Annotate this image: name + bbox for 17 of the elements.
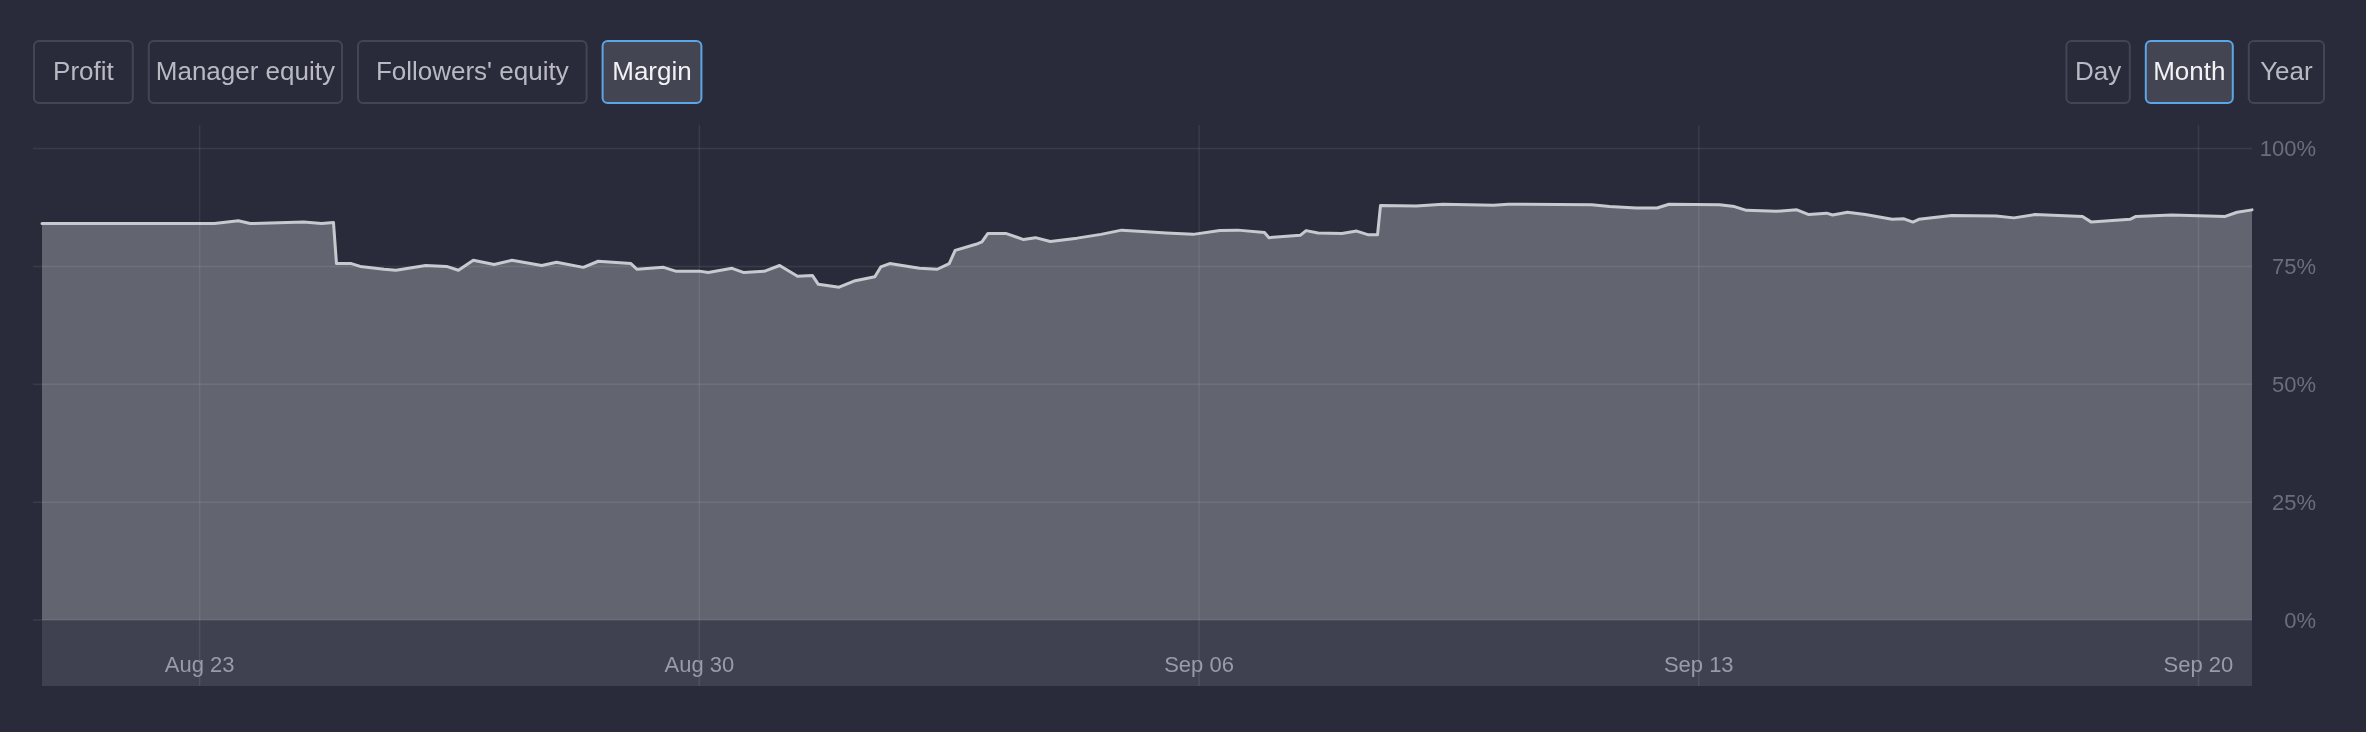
toggle-button: Margin (601, 40, 703, 104)
x-tick-label: Sep 20 (2163, 652, 2234, 677)
x-tick-label: Sep 06 (1164, 652, 1234, 677)
x-tick-label: Sep 13 (1663, 652, 1734, 677)
y-tick-label: 75% (2271, 254, 2316, 280)
y-tick-label: 100% (2259, 136, 2316, 162)
toggle-button: Profit (33, 40, 134, 104)
toggle-button: Month (2144, 40, 2234, 104)
x-tick-label: Aug 30 (664, 652, 735, 677)
x-tick-label: Aug 23 (164, 652, 235, 677)
toggle-button: Followers' equity (357, 40, 588, 104)
y-tick-label: 50% (2271, 371, 2316, 397)
y-tick-label: 0% (2284, 607, 2316, 633)
toggle-button: Manager equity (147, 40, 343, 104)
toggle-button: Year (2247, 40, 2325, 104)
y-tick-label: 25% (2271, 489, 2316, 515)
toggle-button: Day (2065, 40, 2131, 104)
